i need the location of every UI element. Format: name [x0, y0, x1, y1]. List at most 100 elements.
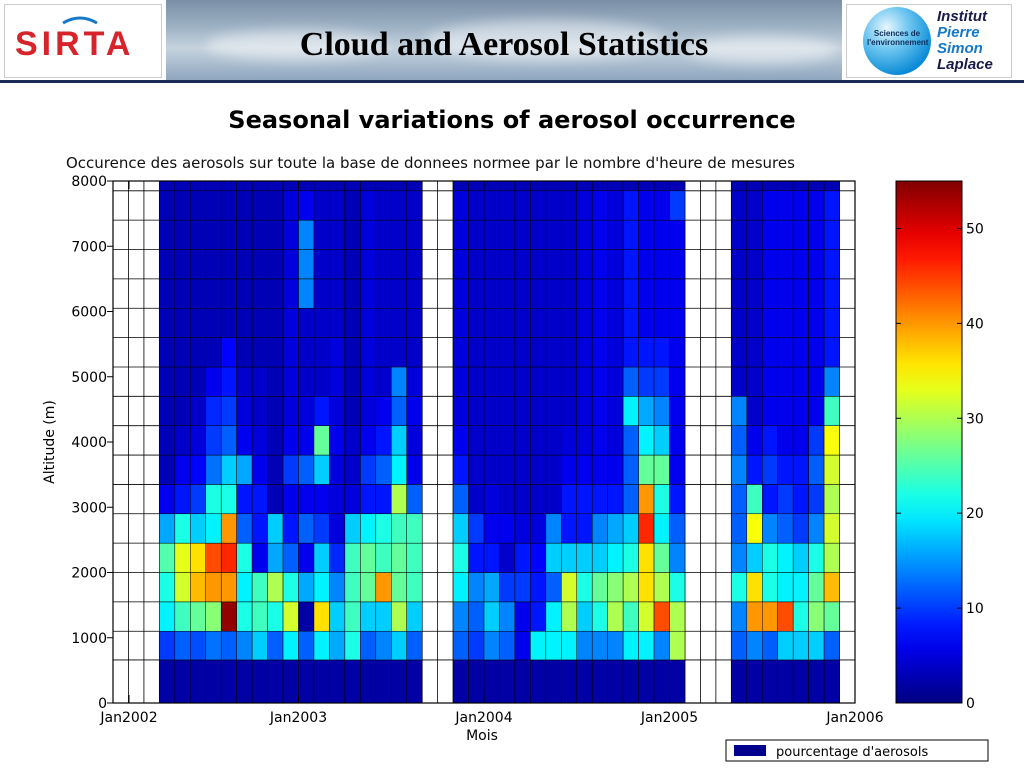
- heatmap-cell: [174, 180, 191, 192]
- heatmap-cell: [762, 278, 778, 309]
- heatmap-cell: [483, 572, 500, 603]
- heatmap-cell: [468, 249, 485, 280]
- heatmap-cell: [591, 601, 608, 632]
- heatmap-cell: [514, 396, 531, 426]
- heatmap-cell: [360, 190, 377, 221]
- heatmap-cell: [251, 484, 268, 515]
- heatmap-cell: [653, 542, 670, 573]
- heatmap-cell: [406, 454, 423, 485]
- heatmap-cell: [792, 542, 809, 573]
- heatmap-cell: [267, 425, 284, 456]
- heatmap-cell: [530, 572, 547, 603]
- heatmap-cell: [777, 307, 794, 338]
- heatmap-cell: [282, 337, 299, 368]
- heatmap-cell: [190, 484, 207, 515]
- heatmap-cell: [607, 219, 624, 250]
- heatmap-cell: [514, 542, 531, 573]
- heatmap-cell: [762, 190, 778, 221]
- heatmap-cell: [622, 180, 639, 192]
- heatmap-cell: [190, 425, 207, 456]
- heatmap-cell: [344, 366, 361, 397]
- heatmap-cell: [344, 278, 361, 309]
- heatmap-cell: [669, 425, 686, 456]
- y-tick-label: 7000: [71, 239, 107, 255]
- heatmap-cell: [561, 278, 578, 309]
- heatmap-cell: [746, 219, 763, 250]
- heatmap-cell: [452, 572, 469, 603]
- heatmap-cell: [762, 454, 778, 485]
- heatmap-cell: [267, 180, 284, 192]
- heatmap-cell: [808, 513, 825, 544]
- heatmap-cell: [561, 190, 578, 221]
- heatmap-cell: [452, 190, 469, 221]
- heatmap-cell: [499, 278, 516, 309]
- heatmap-cell: [468, 454, 485, 485]
- heatmap-cell: [530, 601, 547, 632]
- sky-banner: [166, 0, 842, 80]
- heatmap-cell: [360, 513, 377, 544]
- heatmap-cell: [622, 542, 639, 573]
- heatmap-cell: [561, 307, 578, 338]
- heatmap-cell: [174, 307, 191, 338]
- heatmap-cell: [375, 190, 392, 221]
- heatmap-cell: [607, 484, 624, 515]
- heatmap-cell: [669, 278, 686, 309]
- heatmap-cell: [638, 180, 655, 192]
- heatmap-cell: [391, 542, 407, 573]
- heatmap-cell: [468, 366, 485, 397]
- heatmap-cell: [159, 454, 176, 485]
- heatmap-cell: [360, 249, 377, 280]
- heatmap-cell: [669, 337, 686, 368]
- heatmap-cell: [391, 454, 407, 485]
- heatmap-cell: [792, 249, 809, 280]
- heatmap-cell: [251, 659, 268, 704]
- heatmap-cell: [313, 337, 330, 368]
- ipsl-line-3: Simon: [937, 40, 983, 57]
- heatmap-cell: [607, 572, 624, 603]
- heatmap-cell: [808, 572, 825, 603]
- heatmap-cell: [360, 219, 377, 250]
- heatmap-cell: [452, 630, 469, 661]
- heatmap-cell: [746, 180, 763, 192]
- heatmap-cell: [545, 190, 562, 221]
- heatmap-cell: [823, 396, 840, 426]
- heatmap-cell: [406, 542, 423, 573]
- heatmap-cell: [329, 630, 346, 661]
- heatmap-cell: [792, 484, 809, 515]
- heatmap-cell: [823, 484, 840, 515]
- heatmap-cell: [499, 337, 516, 368]
- heatmap-cell: [205, 180, 222, 192]
- heatmap-cell: [360, 366, 377, 397]
- heatmap-cell: [808, 396, 825, 426]
- heatmap-cell: [545, 659, 562, 704]
- heatmap-cell: [561, 396, 578, 426]
- heatmap-cell: [282, 542, 299, 573]
- heatmap-cell: [391, 249, 407, 280]
- heatmap-cell: [251, 630, 268, 661]
- heatmap-cell: [406, 396, 423, 426]
- heatmap-cell: [329, 249, 346, 280]
- heatmap-cell: [159, 484, 176, 515]
- heatmap-cell: [669, 454, 686, 485]
- y-tick-label: 3000: [71, 500, 107, 516]
- heatmap-cell: [298, 337, 315, 368]
- heatmap-cell: [483, 278, 500, 309]
- heatmap-cell: [483, 513, 500, 544]
- heatmap-cell: [468, 542, 485, 573]
- heatmap-cell: [762, 249, 778, 280]
- heatmap-cell: [638, 513, 655, 544]
- heatmap-cell: [545, 601, 562, 632]
- heatmap-cell: [731, 630, 748, 661]
- heatmap-cell: [298, 572, 315, 603]
- heatmap-cell: [159, 366, 176, 397]
- heatmap-cell: [452, 396, 469, 426]
- heatmap-cell: [808, 337, 825, 368]
- heatmap-cell: [220, 307, 237, 338]
- heatmap-cell: [483, 630, 500, 661]
- heatmap-cell: [267, 307, 284, 338]
- heatmap-cell: [360, 630, 377, 661]
- heatmap-cell: [653, 396, 670, 426]
- heatmap-cell: [638, 190, 655, 221]
- heatmap-cell: [344, 219, 361, 250]
- heatmap-cell: [282, 219, 299, 250]
